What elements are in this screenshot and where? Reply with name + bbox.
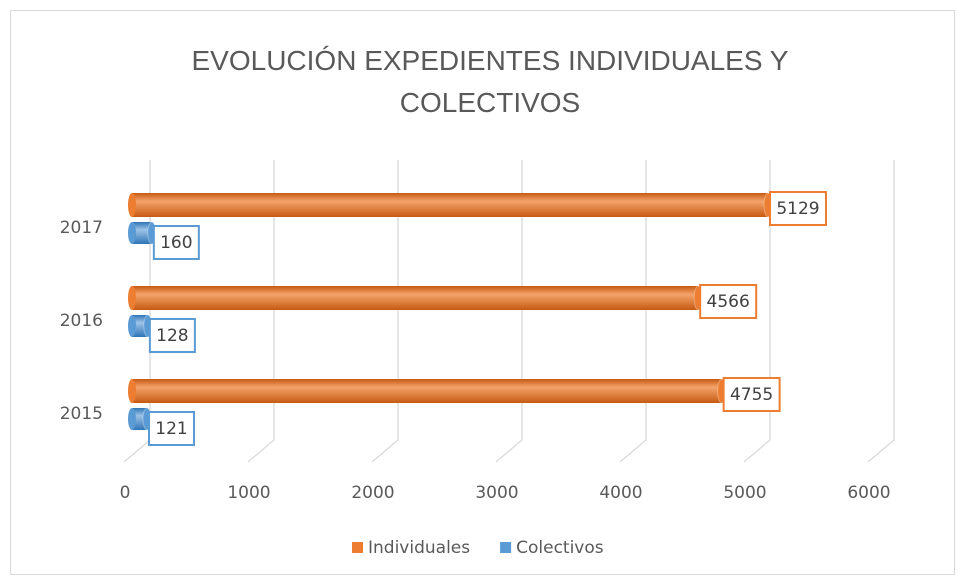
data-label-box: [768, 191, 827, 226]
legend-label: Individuales: [368, 538, 470, 558]
x-tick-label: 0: [120, 483, 131, 503]
bar-cap: [128, 193, 136, 217]
chart-title-text: EVOLUCIÓN EXPEDIENTES INDIVIDUALES Y COLE…: [192, 45, 789, 118]
grid-line: [743, 160, 771, 463]
data-label-box: [148, 411, 196, 446]
bar-cap: [128, 315, 136, 337]
bar-cap: [128, 286, 136, 310]
data-label: 121: [155, 419, 187, 439]
grid-line: [371, 160, 399, 463]
grid-line: [619, 160, 647, 463]
legend-swatch: [500, 542, 512, 553]
bar: [132, 408, 148, 430]
bar: [132, 379, 722, 403]
data-label: 5129: [776, 199, 819, 219]
grid-line: [867, 160, 895, 463]
y-tick-label: 2016: [60, 311, 103, 331]
y-tick-label: 2017: [60, 218, 103, 238]
data-label: 160: [160, 233, 192, 253]
grid-line: [247, 160, 275, 463]
x-tick-label: 3000: [475, 483, 518, 503]
data-label: 4566: [707, 292, 750, 312]
bar: [132, 222, 152, 244]
bar: [132, 286, 699, 310]
legend-swatch: [352, 542, 363, 553]
x-tick-label: 2000: [351, 483, 394, 503]
bar-cap: [128, 222, 136, 244]
bar: [132, 315, 148, 337]
x-tick-label: 6000: [847, 483, 890, 503]
bar-cap: [128, 408, 136, 430]
data-label-box: [722, 377, 781, 412]
bar: [132, 193, 768, 217]
data-label-box: [152, 225, 200, 260]
legend-label: Colectivos: [516, 538, 604, 558]
x-tick-label: 1000: [227, 483, 270, 503]
x-tick-label: 4000: [599, 483, 642, 503]
data-label: 4755: [730, 385, 773, 405]
grid-line: [495, 160, 523, 463]
y-tick-label: 2015: [60, 404, 103, 424]
x-tick-label: 5000: [723, 483, 766, 503]
data-label-box: [148, 318, 196, 353]
bar-cap: [128, 379, 136, 403]
title-line: EVOLUCIÓN EXPEDIENTES INDIVIDUALES Y: [192, 45, 789, 76]
title-line: COLECTIVOS: [400, 87, 580, 118]
data-label-box: [699, 284, 758, 319]
data-label: 128: [156, 326, 188, 346]
